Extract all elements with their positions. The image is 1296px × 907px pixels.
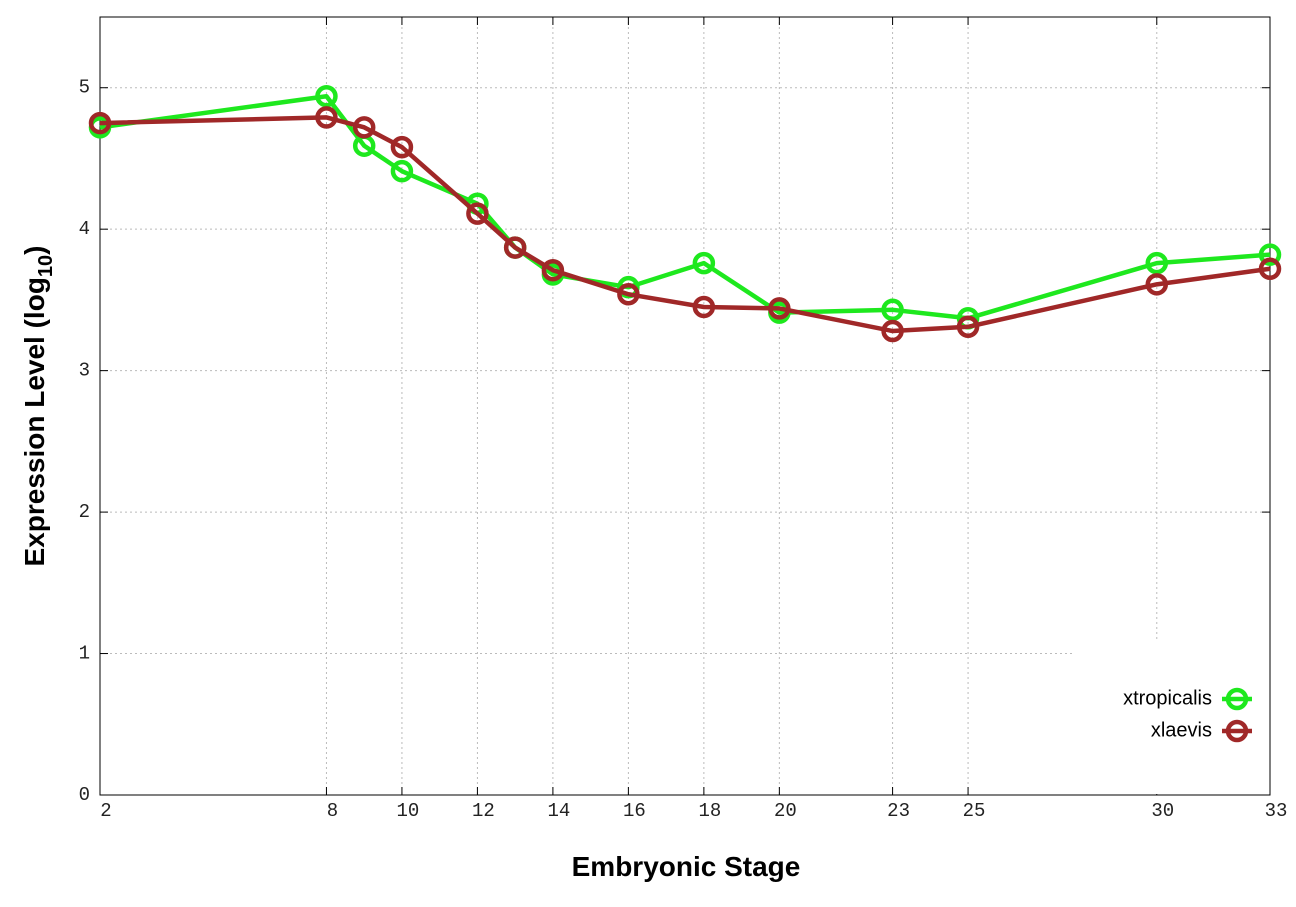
x-tick-label: 2: [100, 800, 111, 822]
data-point: [466, 202, 489, 225]
y-tick-label: 3: [79, 360, 90, 382]
y-axis-title-text: Expression Level (log: [19, 277, 50, 566]
y-tick-label: 4: [79, 218, 90, 240]
data-point: [617, 283, 640, 306]
x-tick-label: 25: [963, 800, 986, 822]
legend-marker: [1225, 687, 1249, 711]
data-point: [692, 295, 716, 319]
x-tick-label: 20: [774, 800, 797, 822]
data-point: [881, 319, 904, 343]
y-tick-label: 0: [79, 784, 90, 806]
x-tick-label: 23: [887, 800, 910, 822]
y-axis-title-close: ): [19, 246, 50, 255]
data-point: [768, 297, 791, 320]
x-tick-label: 8: [327, 800, 338, 822]
data-point: [88, 111, 112, 135]
x-tick-label: 16: [623, 800, 646, 822]
x-tick-label: 12: [472, 800, 495, 822]
plot-border: [99, 16, 1271, 796]
y-tick-label: 5: [79, 77, 90, 99]
data-point: [956, 315, 980, 339]
data-point: [1258, 257, 1282, 281]
x-tick-label: 14: [547, 800, 570, 822]
data-point: [1145, 251, 1169, 275]
data-point: [315, 106, 338, 129]
data-point: [881, 298, 904, 322]
x-tick-label: 18: [698, 800, 721, 822]
data-point: [390, 135, 414, 159]
data-point: [352, 116, 376, 139]
y-axis-title-subscript: 10: [35, 255, 57, 277]
data-point: [503, 236, 527, 259]
legend-box: [1072, 640, 1270, 794]
data-point: [1258, 243, 1282, 266]
data-point: [390, 159, 414, 183]
data-point: [315, 84, 338, 108]
y-tick-label: 1: [79, 643, 90, 665]
x-tick-label: 30: [1151, 800, 1174, 822]
x-tick-label: 10: [397, 800, 420, 822]
data-point: [692, 251, 716, 275]
x-tick-label: 33: [1265, 800, 1288, 822]
y-axis-title: Expression Level (log10): [19, 246, 57, 567]
legend-marker: [1225, 719, 1249, 743]
data-point: [541, 258, 565, 282]
legend-label: xtropicalis: [1123, 687, 1212, 709]
data-point: [1145, 273, 1169, 296]
legend-label: xlaevis: [1151, 719, 1212, 741]
x-axis-title: Embryonic Stage: [572, 851, 801, 882]
y-tick-label: 2: [79, 501, 90, 523]
